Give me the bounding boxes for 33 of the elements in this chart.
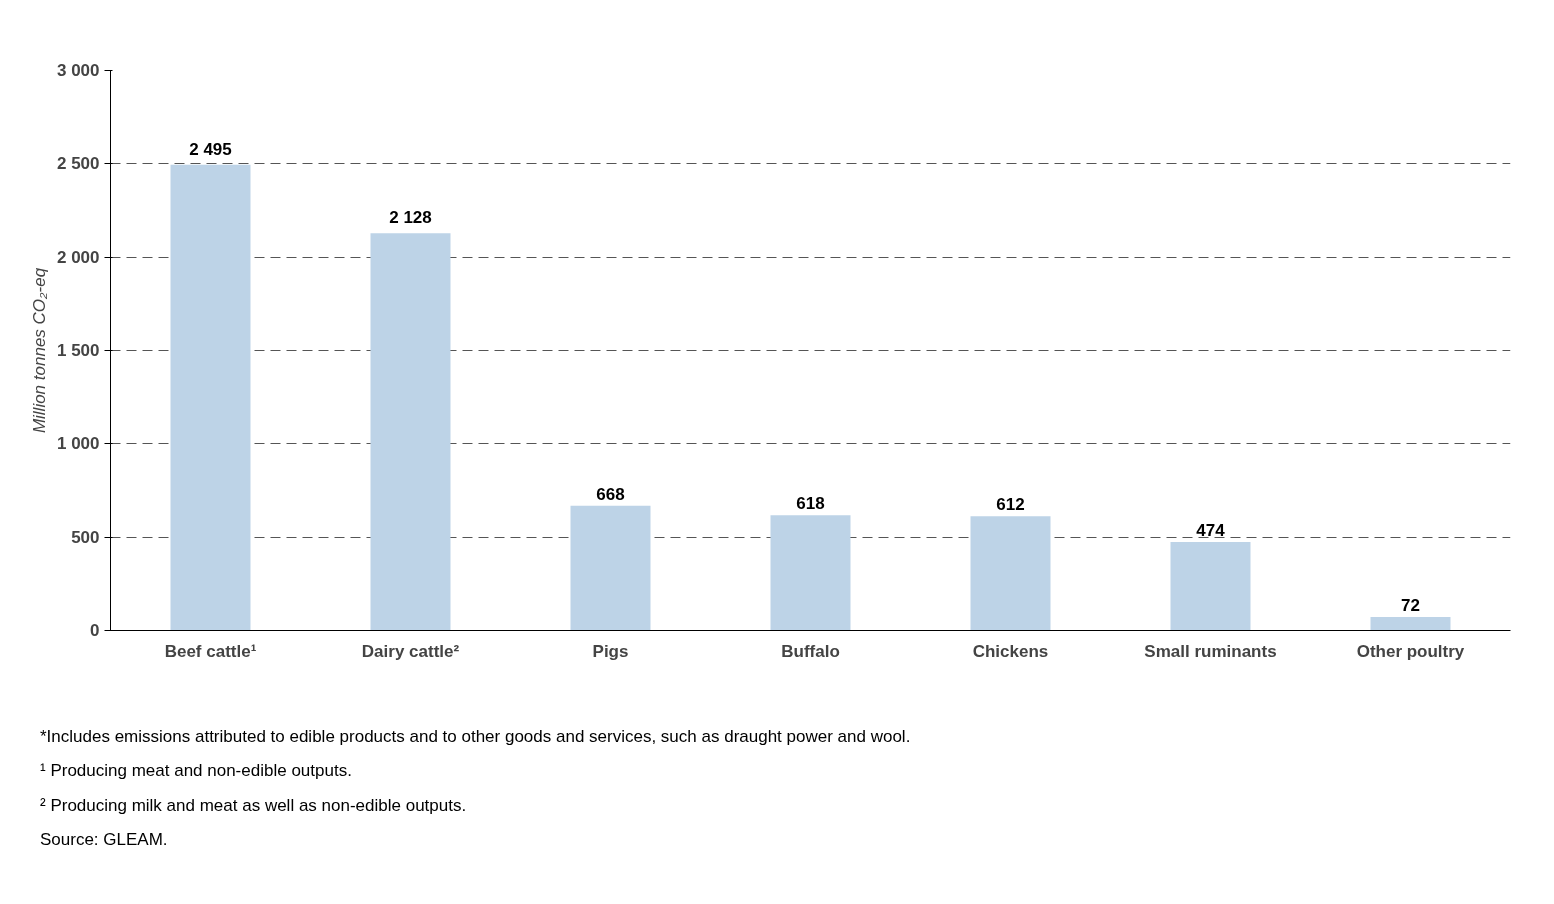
- bar: [570, 505, 651, 631]
- data-label: 2 128: [389, 208, 432, 228]
- x-tick-label: Chickens: [972, 641, 1049, 661]
- bar: [170, 164, 251, 631]
- data-label: 474: [1196, 521, 1226, 541]
- text: ² Producing milk and meat as well as non-edible outputs.: [40, 794, 467, 817]
- x-tick-label: Buffalo: [781, 641, 840, 661]
- x-tick-label: Small ruminants: [1144, 641, 1277, 661]
- x-tick-label: Other poultry: [1356, 641, 1465, 661]
- y-tick-label: 500: [71, 527, 100, 547]
- bar: [770, 515, 851, 631]
- y-tick-label: 3 000: [56, 61, 100, 80]
- y-axis-title: Million tonnes CO₂-eq: [29, 267, 49, 434]
- y-tick-label: 1 000: [56, 434, 100, 454]
- source-note: Source: GLEAM.: [40, 828, 168, 851]
- bar: [370, 233, 451, 631]
- bar: [1170, 542, 1251, 631]
- data-label: 612: [996, 495, 1025, 515]
- data-label: 668: [596, 484, 625, 504]
- x-tick-label: Dairy cattle²: [361, 641, 460, 661]
- data-label: 618: [796, 494, 825, 514]
- text: ¹ Producing meat and non-edible outputs.: [40, 760, 352, 783]
- y-tick-label: 1 500: [56, 341, 100, 360]
- y-tick-label: 2 000: [56, 247, 100, 267]
- x-tick-label: Pigs: [592, 641, 629, 661]
- x-tick-label: Beef cattle¹: [164, 641, 257, 661]
- data-label: 72: [1401, 596, 1420, 616]
- y-tick-label: 2 500: [56, 154, 100, 174]
- y-tick-label: 0: [90, 621, 100, 640]
- bar: [970, 516, 1051, 631]
- text: *Includes emissions attributed to edible products and to other goods and services, such as draught power and wool.: [40, 726, 911, 748]
- data-label: 2 495: [189, 139, 232, 159]
- bar: [1370, 617, 1451, 631]
